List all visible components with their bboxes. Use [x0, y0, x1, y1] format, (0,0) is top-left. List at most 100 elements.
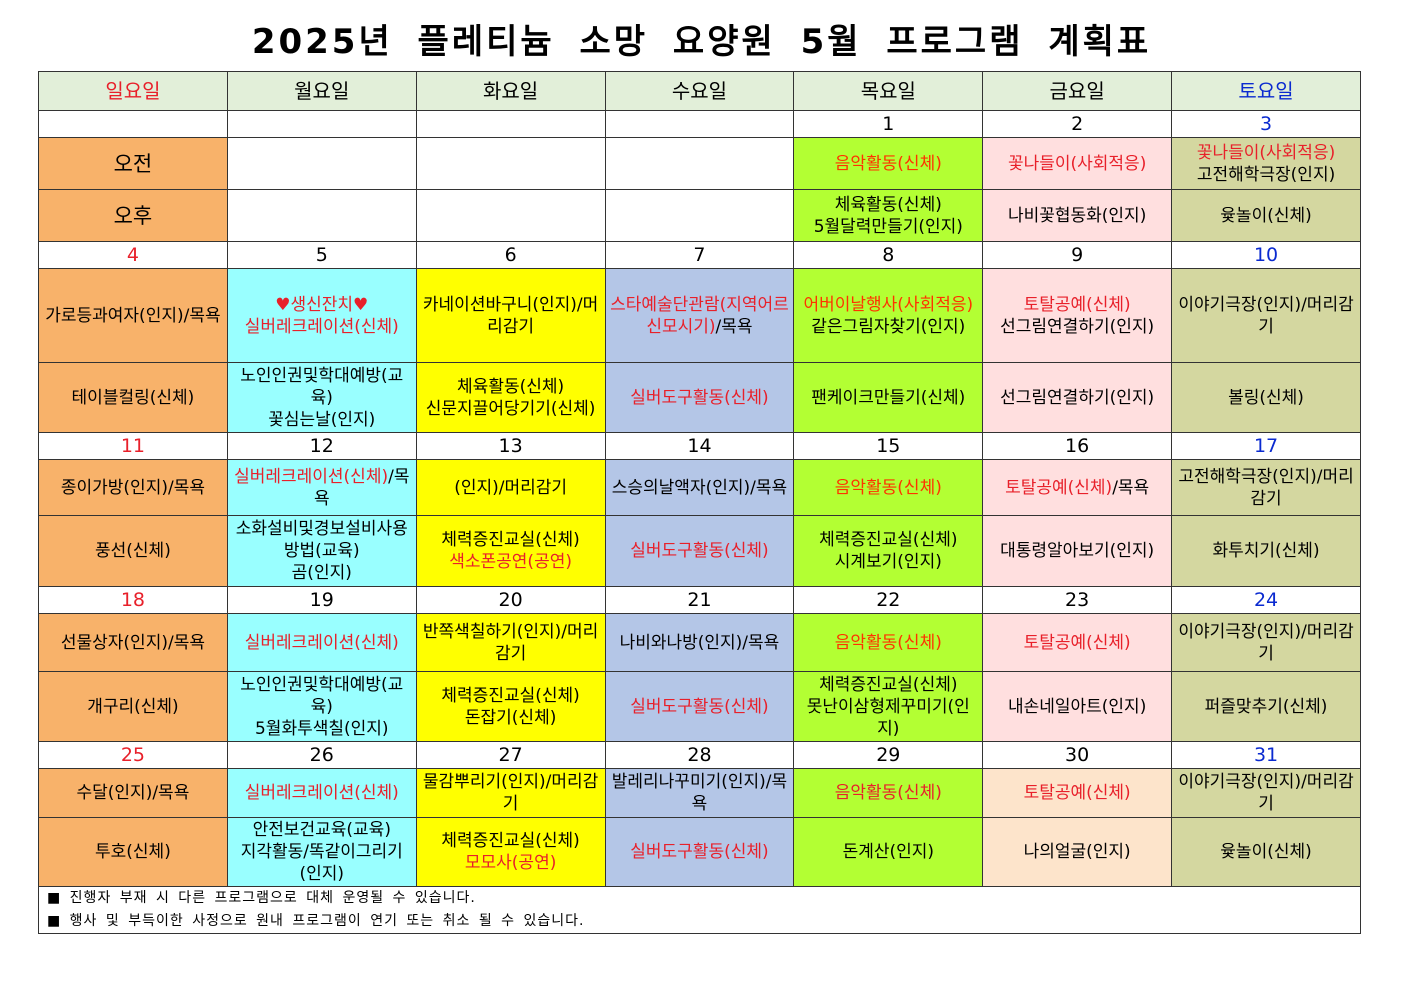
program-text: 어버이날행사(사회적응) [803, 294, 974, 315]
program-text: 노인인권및학대예방(교육) [240, 674, 404, 717]
date-cell: 2 [982, 110, 1173, 138]
program-cell: 체력증진교실(신체) 시계보기(인지) [793, 515, 984, 587]
notes: ■ 진행자 부재 시 다른 프로그램으로 대체 운영될 수 있습니다. ■ 행사 … [38, 886, 1361, 934]
program-cell: 선그림연결하기(인지) [982, 362, 1173, 433]
date-cell [38, 110, 228, 138]
date-cell: 9 [982, 241, 1173, 269]
am-program-row: 선물상자(인지)/목욕 실버레크레이션(신체) 반쪽색칠하기(인지)/머리감기 나비와… [38, 613, 1361, 672]
program-text: 볼링(신체) [1228, 387, 1304, 408]
program-cell: 테이블컬링(신체) [38, 362, 228, 433]
program-text: 물감뿌리기(인지)/머리감기 [422, 772, 599, 814]
program-cell: 이야기극장(인지)/머리감기 [1171, 268, 1361, 363]
program-cell: 꽃나들이(사회적응) 고전해학극장(인지) [1171, 137, 1361, 190]
program-cell: 물감뿌리기(인지)/머리감기 [415, 768, 606, 818]
program-text: 체력증진교실(신체) [441, 685, 580, 706]
program-cell: 노인인권및학대예방(교육) 꽃심는날(인지) [226, 362, 417, 433]
date-cell: 11 [38, 432, 228, 460]
program-cell: 고전해학극장(인지)/머리감기 [1171, 459, 1361, 516]
program-cell: 볼링(신체) [1171, 362, 1361, 433]
program-text: 색소폰공연(공연) [449, 552, 572, 572]
page-title: 2025년 플레티늄 소망 요양원 5월 프로그램 계획표 [251, 22, 1152, 62]
program-text: 실버도구활동(신체) [630, 842, 769, 862]
program-text: 시계보기(인지) [834, 552, 942, 572]
pm-program-row: 개구리(신체) 노인인권및학대예방(교육) 5월화투색칠(인지) 체력증진교실(신체)… [38, 671, 1361, 742]
program-text: 스타예술단관람(지역어르신모시기) [610, 294, 789, 337]
program-text: 음악활동(신체) [834, 153, 942, 174]
program-text: 음악활동(신체) [834, 783, 942, 803]
program-text: 나비와나방(인지)/목욕 [619, 632, 780, 653]
program-text: 꽃심는날(인지) [268, 409, 376, 430]
program-cell: 투호(신체) [38, 817, 228, 887]
program-cell: 스승의날액자(인지)/목욕 [604, 459, 795, 516]
program-cell: 체력증진교실(신체) 색소폰공연(공연) [415, 515, 606, 587]
program-text: 음악활동(신체) [834, 477, 942, 498]
program-cell: 종이가방(인지)/목욕 [38, 459, 228, 516]
program-text: 선그림연결하기(인지) [1000, 316, 1155, 337]
program-cell: 노인인권및학대예방(교육) 5월화투색칠(인지) [226, 671, 417, 742]
weekday-mon: 월요일 [226, 71, 417, 111]
pm-program-row: 오후 체육활동(신체) 5월달력만들기(인지) 나비꽃협동화(인지) 윷놀이(신체) [38, 189, 1361, 242]
program-text: 체육활동(신체) [457, 376, 565, 397]
program-cell: 실버레크레이션(신체) [226, 768, 417, 818]
program-text: 같은그림자찾기(인지) [811, 316, 966, 337]
program-cell: 나의얼굴(인지) [982, 817, 1173, 887]
program-cell: 토탈공예(신체) [982, 613, 1173, 672]
date-row: 18 19 20 21 22 23 24 [38, 586, 1361, 614]
date-cell: 3 [1171, 110, 1361, 138]
program-text: 스승의날액자(인지)/목욕 [611, 477, 788, 498]
pm-program-row: 풍선(신체) 소화설비및경보설비사용방법(교육) 곰(인지) 체력증진교실(신체) 색소… [38, 515, 1361, 587]
program-text: 체력증진교실(신체) [819, 674, 958, 695]
program-text: 실버도구활동(신체) [630, 696, 769, 717]
program-text: 실버도구활동(신체) [630, 541, 769, 561]
program-cell: 체육활동(신체) 5월달력만들기(인지) [793, 189, 984, 242]
program-text: 5월달력만들기(인지) [813, 216, 963, 237]
date-cell: 19 [226, 586, 417, 614]
program-text: 소화설비및경보설비사용방법(교육) [235, 519, 408, 561]
date-cell: 21 [604, 586, 795, 614]
program-text: 실버레크레이션(신체) [234, 466, 389, 487]
program-cell: 풍선(신체) [38, 515, 228, 587]
date-cell: 27 [415, 741, 606, 769]
date-cell: 31 [1171, 741, 1361, 769]
program-cell: 나비꽃협동화(인지) [982, 189, 1173, 242]
program-cell: 가로등과여자(인지)/목욕 [38, 268, 228, 363]
date-cell: 16 [982, 432, 1173, 460]
program-cell: 팬케이크만들기(신체) [793, 362, 984, 433]
program-text: 이야기극장(인지)/머리감기 [1178, 294, 1354, 337]
program-text: 5월화투색칠(인지) [254, 718, 389, 739]
program-cell [226, 189, 417, 242]
date-cell: 18 [38, 586, 228, 614]
program-text: (인지)/머리감기 [454, 477, 568, 498]
program-text: 윷놀이(신체) [1220, 842, 1312, 862]
program-cell: 실버도구활동(신체) [604, 515, 795, 587]
program-text: 모모사(공연) [464, 853, 557, 873]
am-program-row: 수달(인지)/목욕 실버레크레이션(신체) 물감뿌리기(인지)/머리감기 발레리나꾸미… [38, 768, 1361, 818]
program-text: 음악활동(신체) [834, 632, 942, 653]
program-cell: 토탈공예(신체) [982, 768, 1173, 818]
program-text: 윷놀이(신체) [1220, 205, 1312, 226]
program-text: 노인인권및학대예방(교육) [240, 365, 404, 408]
program-text: 나의얼굴(인지) [1023, 842, 1131, 862]
program-cell: 실버도구활동(신체) [604, 671, 795, 742]
date-row: 11 12 13 14 15 16 17 [38, 432, 1361, 460]
pm-label: 오후 [38, 189, 228, 242]
program-text: 팬케이크만들기(신체) [811, 387, 966, 408]
program-cell: 음악활동(신체) [793, 459, 984, 516]
program-text: /목욕 [313, 466, 410, 509]
program-calendar-table: 일요일 월요일 화요일 수요일 목요일 금요일 토요일 1 2 3 오전 음악활동(신체) 꽃나들이(사… [38, 71, 1361, 934]
program-cell: 체력증진교실(신체) 모모사(공연) [415, 817, 606, 887]
program-text: 지각활동/똑같이그리기(인지) [240, 842, 403, 884]
date-cell: 1 [793, 110, 984, 138]
program-cell: 이야기극장(인지)/머리감기 [1171, 613, 1361, 672]
program-text: 반쪽색칠하기(인지)/머리감기 [422, 621, 599, 664]
program-text: 가로등과여자(인지)/목욕 [45, 305, 221, 326]
program-text: 선그림연결하기(인지) [1000, 387, 1155, 408]
program-text: 개구리(신체) [87, 696, 179, 717]
program-cell: ♥생신잔치♥ 실버레크레이션(신체) [226, 268, 417, 363]
pm-program-row: 테이블컬링(신체) 노인인권및학대예방(교육) 꽃심는날(인지) 체육활동(신체) 신문… [38, 362, 1361, 433]
program-cell: 반쪽색칠하기(인지)/머리감기 [415, 613, 606, 672]
date-cell [226, 110, 417, 138]
date-cell: 7 [604, 241, 795, 269]
program-cell: 돈계산(인지) [793, 817, 984, 887]
program-text: 체력증진교실(신체) [441, 831, 580, 851]
